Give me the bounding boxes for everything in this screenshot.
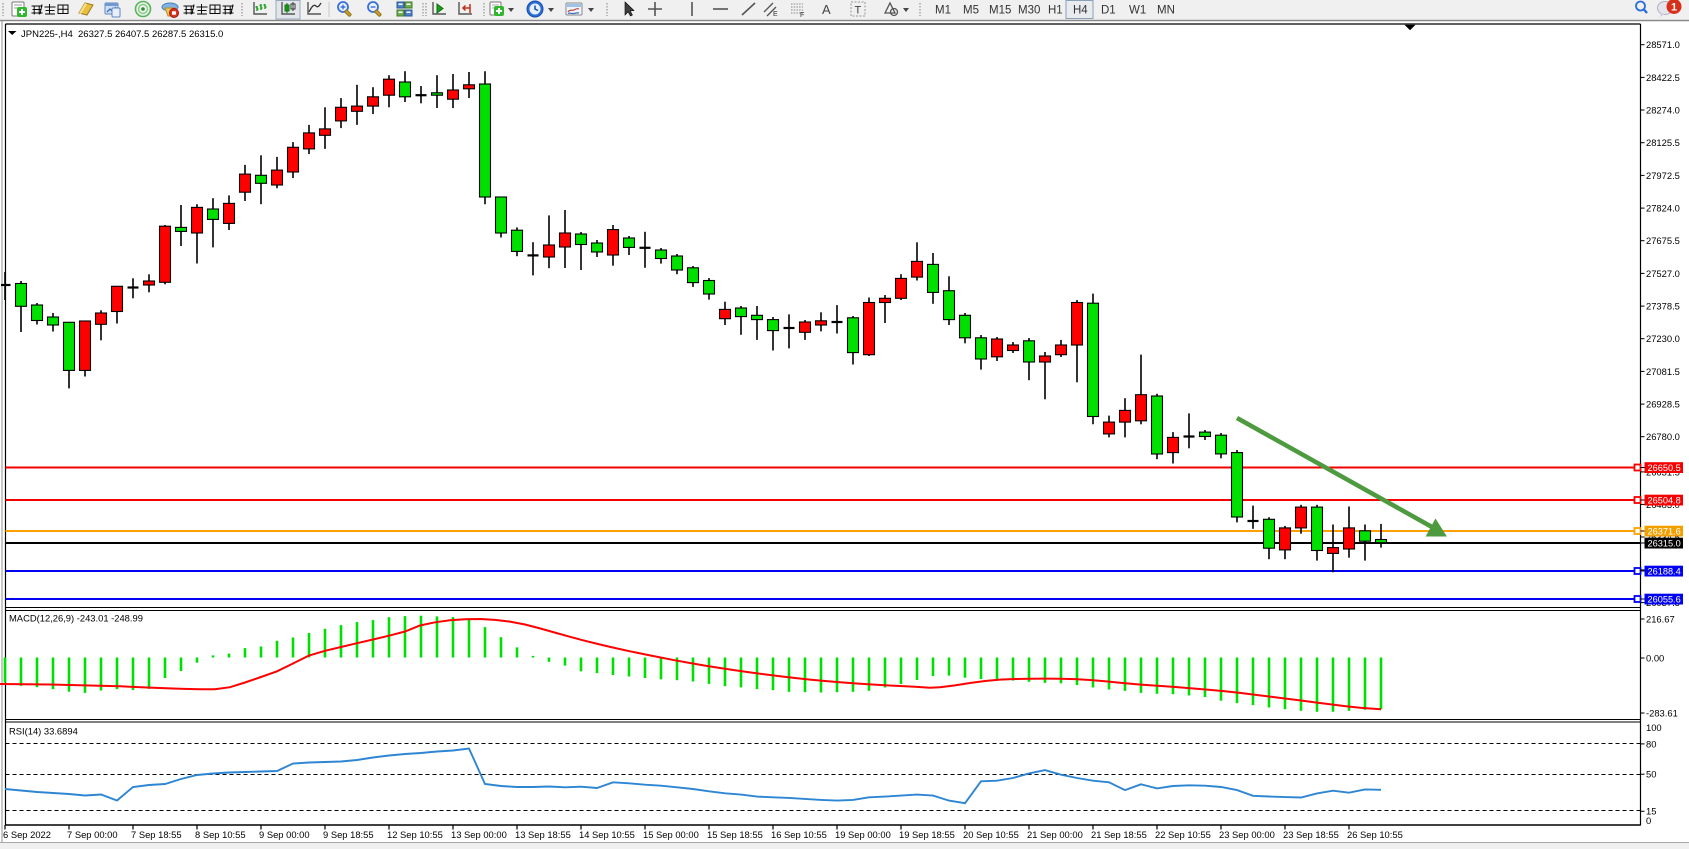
svg-text:JPN225-,H4 26327.5 26407.5 26: JPN225-,H4 26327.5 26407.5 26287.5 26315… bbox=[21, 29, 223, 40]
svg-text:9 Sep 18:55: 9 Sep 18:55 bbox=[323, 829, 374, 840]
svg-text:26 Sep 10:55: 26 Sep 10:55 bbox=[1347, 829, 1403, 840]
svg-text:28125.5: 28125.5 bbox=[1646, 137, 1680, 148]
svg-text:-283.61: -283.61 bbox=[1646, 707, 1678, 718]
svg-text:M15: M15 bbox=[989, 5, 1011, 17]
svg-text:19 Sep 00:00: 19 Sep 00:00 bbox=[835, 829, 891, 840]
svg-text:MN: MN bbox=[1157, 5, 1175, 17]
svg-text:26504.8: 26504.8 bbox=[1648, 495, 1681, 505]
svg-text:H1: H1 bbox=[1048, 5, 1063, 17]
svg-text:26780.0: 26780.0 bbox=[1646, 431, 1680, 442]
svg-text:80: 80 bbox=[1646, 738, 1656, 749]
svg-text:27378.5: 27378.5 bbox=[1646, 301, 1680, 312]
svg-text:27081.5: 27081.5 bbox=[1646, 366, 1680, 377]
svg-text:14 Sep 10:55: 14 Sep 10:55 bbox=[579, 829, 635, 840]
svg-text:0.00: 0.00 bbox=[1646, 652, 1664, 663]
svg-text:23 Sep 18:55: 23 Sep 18:55 bbox=[1283, 829, 1339, 840]
svg-text:16 Sep 10:55: 16 Sep 10:55 bbox=[771, 829, 827, 840]
svg-text:28274.0: 28274.0 bbox=[1646, 104, 1680, 115]
svg-text:15: 15 bbox=[1646, 806, 1656, 817]
svg-text:A: A bbox=[822, 2, 831, 17]
svg-text:26188.4: 26188.4 bbox=[1648, 566, 1681, 576]
svg-text:1: 1 bbox=[1671, 2, 1677, 14]
svg-text:M1: M1 bbox=[935, 5, 951, 17]
svg-text:21 Sep 00:00: 21 Sep 00:00 bbox=[1027, 829, 1083, 840]
svg-text:13 Sep 18:55: 13 Sep 18:55 bbox=[515, 829, 571, 840]
svg-text:27230.0: 27230.0 bbox=[1646, 333, 1680, 344]
svg-text:7 Sep 00:00: 7 Sep 00:00 bbox=[67, 829, 118, 840]
svg-text:M30: M30 bbox=[1018, 5, 1040, 17]
svg-text:E: E bbox=[773, 11, 778, 18]
svg-text:26055.6: 26055.6 bbox=[1648, 594, 1681, 604]
svg-text:27527.0: 27527.0 bbox=[1646, 268, 1680, 279]
svg-text:F: F bbox=[800, 12, 804, 19]
svg-text:19 Sep 18:55: 19 Sep 18:55 bbox=[899, 829, 955, 840]
svg-text:26650.5: 26650.5 bbox=[1648, 463, 1681, 473]
svg-text:28571.0: 28571.0 bbox=[1646, 39, 1680, 50]
svg-text:15 Sep 18:55: 15 Sep 18:55 bbox=[707, 829, 763, 840]
svg-text:W1: W1 bbox=[1129, 5, 1146, 17]
svg-text:6 Sep 2022: 6 Sep 2022 bbox=[3, 829, 51, 840]
svg-text:15 Sep 00:00: 15 Sep 00:00 bbox=[643, 829, 699, 840]
svg-text:23 Sep 00:00: 23 Sep 00:00 bbox=[1219, 829, 1275, 840]
svg-text:H4: H4 bbox=[1073, 5, 1088, 17]
svg-text:20 Sep 10:55: 20 Sep 10:55 bbox=[963, 829, 1019, 840]
svg-text:12 Sep 10:55: 12 Sep 10:55 bbox=[387, 829, 443, 840]
svg-text:13 Sep 00:00: 13 Sep 00:00 bbox=[451, 829, 507, 840]
svg-text:26334.5: 26334.5 bbox=[1646, 531, 1680, 542]
svg-text:MACD(12,26,9) -243.01 -248.99: MACD(12,26,9) -243.01 -248.99 bbox=[9, 613, 143, 624]
svg-text:22 Sep 10:55: 22 Sep 10:55 bbox=[1155, 829, 1211, 840]
svg-text:26371.6: 26371.6 bbox=[1648, 526, 1681, 536]
svg-text:9 Sep 00:00: 9 Sep 00:00 bbox=[259, 829, 310, 840]
svg-text:50: 50 bbox=[1646, 769, 1656, 780]
svg-text:27824.0: 27824.0 bbox=[1646, 203, 1680, 214]
svg-text:T: T bbox=[855, 5, 862, 17]
svg-text:100: 100 bbox=[1646, 722, 1662, 733]
svg-text:216.67: 216.67 bbox=[1646, 613, 1675, 624]
svg-text:7 Sep 18:55: 7 Sep 18:55 bbox=[131, 829, 182, 840]
svg-text:27675.5: 27675.5 bbox=[1646, 235, 1680, 246]
svg-text:27972.5: 27972.5 bbox=[1646, 170, 1680, 181]
svg-text:26315.0: 26315.0 bbox=[1648, 538, 1681, 548]
svg-text:D1: D1 bbox=[1101, 5, 1116, 17]
svg-text:RSI(14) 33.6894: RSI(14) 33.6894 bbox=[9, 726, 78, 737]
svg-text:8 Sep 10:55: 8 Sep 10:55 bbox=[195, 829, 246, 840]
svg-text:M5: M5 bbox=[963, 5, 979, 17]
svg-text:28422.5: 28422.5 bbox=[1646, 72, 1680, 83]
svg-text:21 Sep 18:55: 21 Sep 18:55 bbox=[1091, 829, 1147, 840]
svg-text:0: 0 bbox=[1646, 815, 1651, 826]
svg-text:26928.5: 26928.5 bbox=[1646, 399, 1680, 410]
